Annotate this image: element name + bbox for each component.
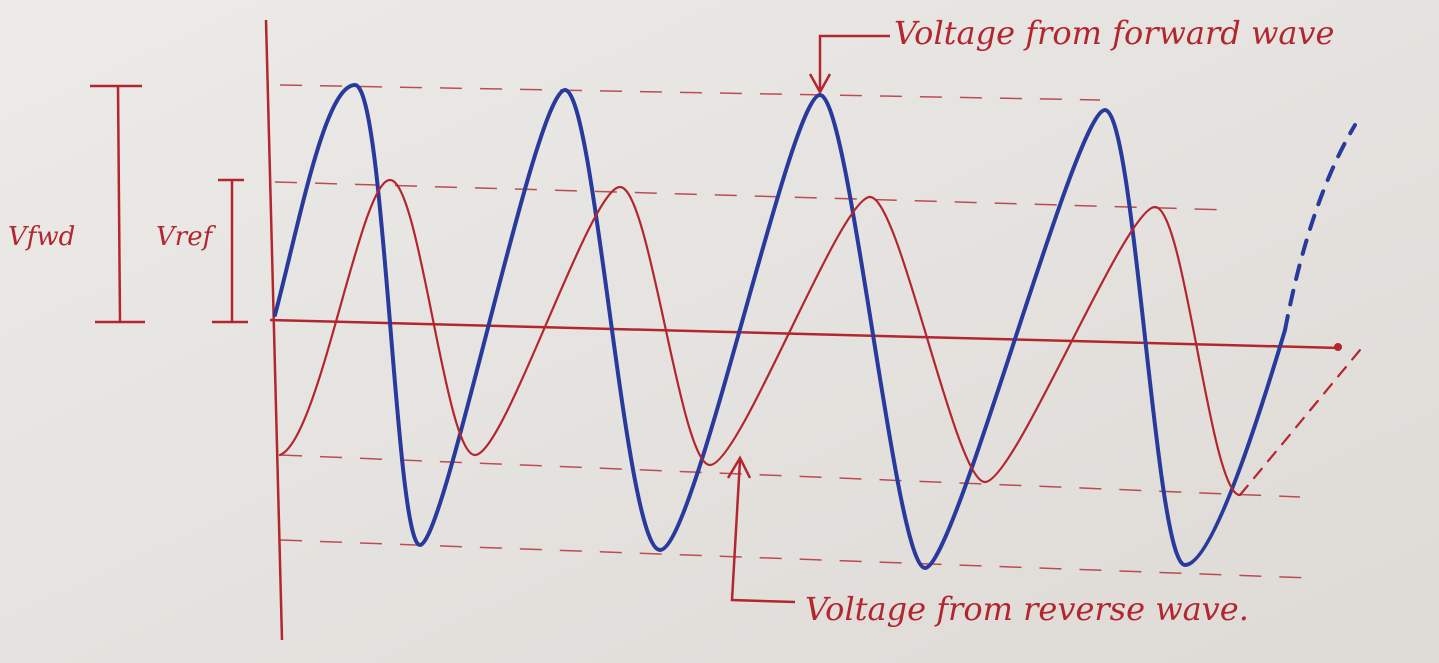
diagram: Vfwd Vref Voltage from forward wave Volt…	[0, 0, 1439, 663]
page: {"labels": {"v_fwd": "Vfwd", "v_ref": "V…	[0, 0, 1439, 663]
v-ref-label: Vref	[156, 222, 217, 252]
reverse-annotation: Voltage from reverse wave.	[805, 590, 1249, 628]
v-fwd-label: Vfwd	[8, 222, 75, 252]
forward-annotation: Voltage from forward wave	[894, 14, 1334, 52]
